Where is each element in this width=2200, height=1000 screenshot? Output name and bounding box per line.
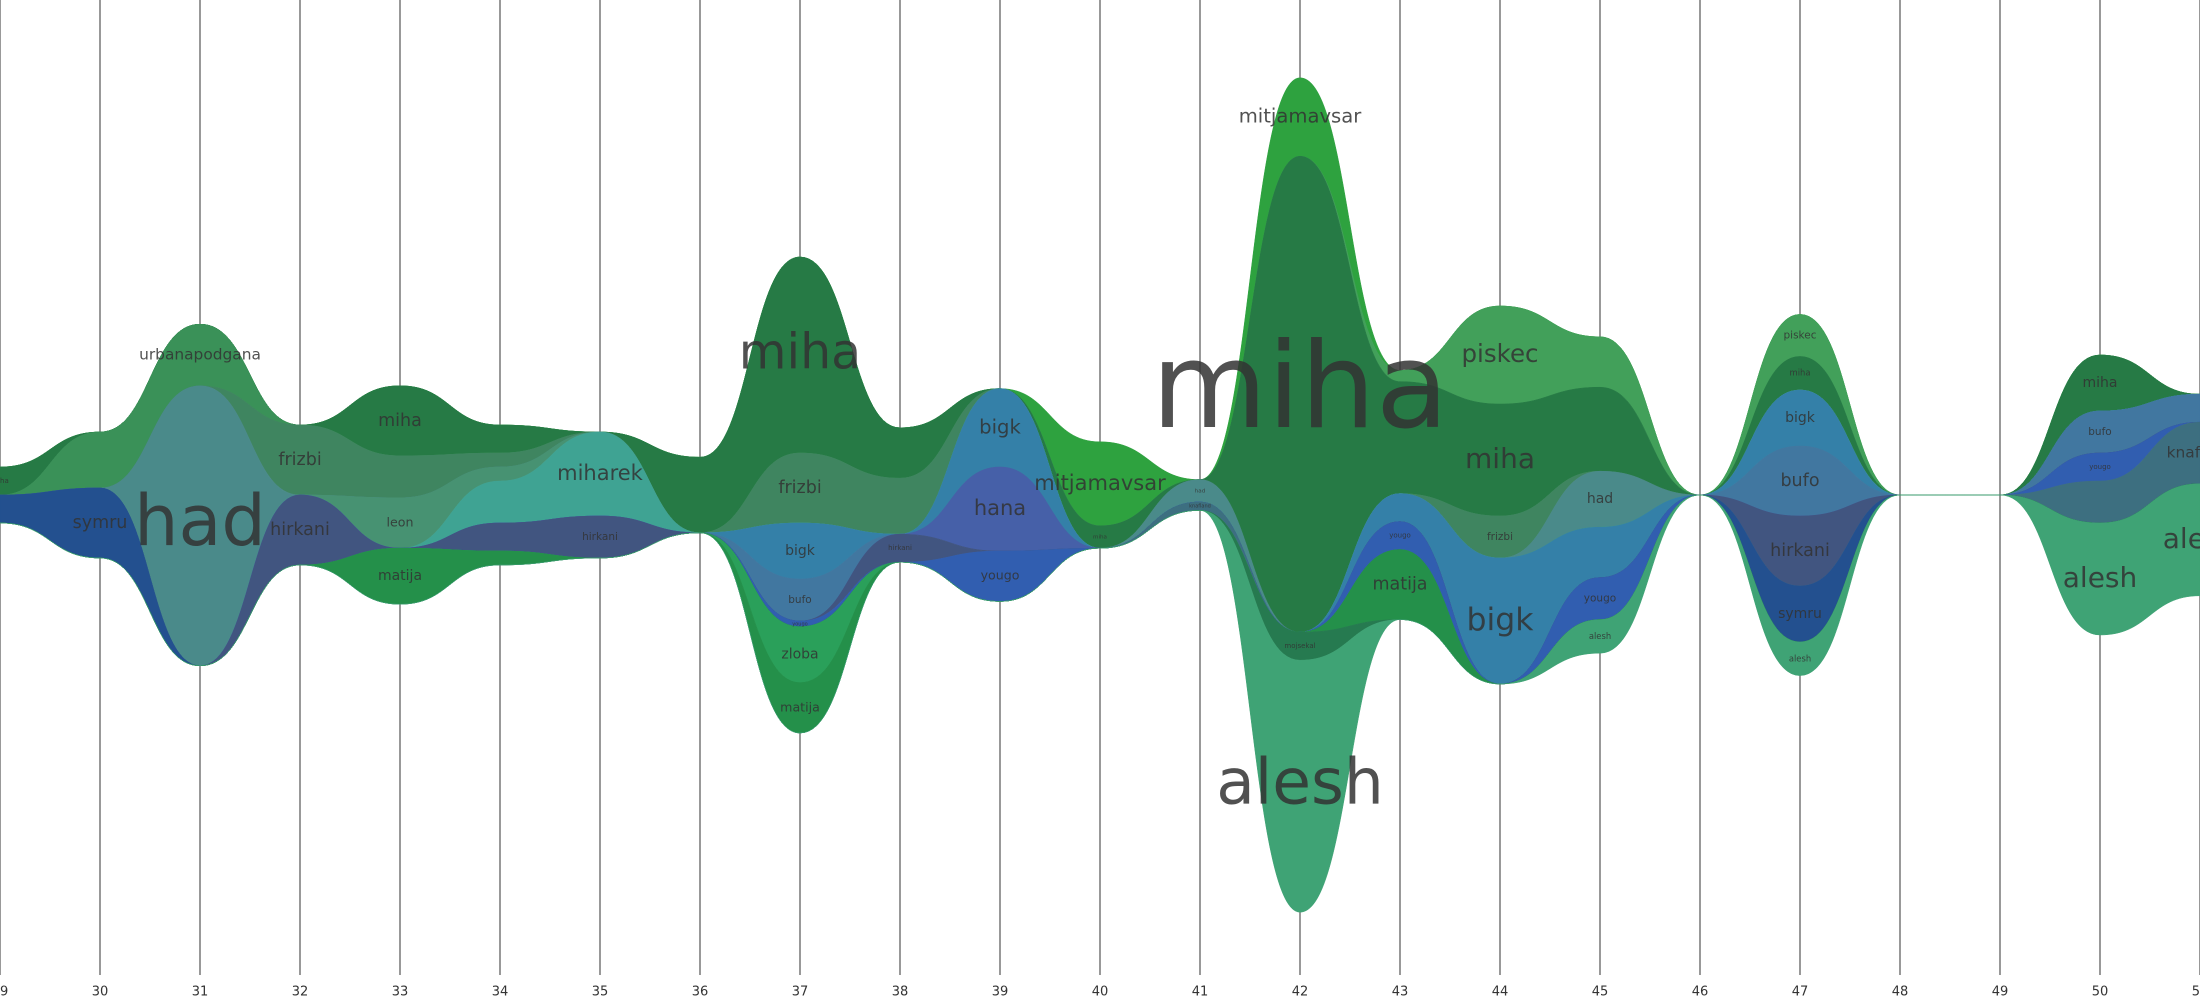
series-label: bigk <box>785 543 816 559</box>
series-label: zloba <box>781 647 818 663</box>
x-tick-label: 45 <box>1592 985 1609 1000</box>
series-label: alesh <box>1216 745 1384 818</box>
x-tick-label: 48 <box>1892 985 1909 1000</box>
series-label: matija <box>378 568 422 584</box>
series-label: mitjamavsar <box>1034 471 1166 495</box>
x-tick-label: 32 <box>292 985 309 1000</box>
x-tick-label: 51 <box>2192 985 2200 1000</box>
x-tick-label: 49 <box>1992 985 2009 1000</box>
series-label: hirkani <box>888 544 912 552</box>
series-label: alesh <box>2163 522 2200 555</box>
x-tick-label: 35 <box>592 985 609 1000</box>
series-label: alesh <box>1589 631 1611 641</box>
series-label: bufo <box>788 594 811 606</box>
series-label: had <box>1195 488 1206 494</box>
series-label: symru <box>73 513 128 533</box>
series-label: miha <box>1790 368 1811 378</box>
series-label: miha <box>739 324 861 381</box>
series-label: miha <box>378 411 422 431</box>
series-label: bigk <box>1467 602 1535 638</box>
x-tick-label: 31 <box>192 985 209 1000</box>
x-tick-label: 38 <box>892 985 909 1000</box>
series-label: frizbi <box>1487 531 1513 543</box>
series-label: knafland <box>1189 504 1211 510</box>
series-label: yougo <box>792 621 807 627</box>
series-label: hirkani <box>1770 541 1830 561</box>
x-tick-label: 36 <box>692 985 709 1000</box>
x-tick-label: 46 <box>1692 985 1709 1000</box>
series-label: had <box>134 480 266 562</box>
x-tick-label: 39 <box>992 985 1009 1000</box>
series-label: hirkani <box>270 520 330 540</box>
series-label: miha <box>2083 375 2118 391</box>
x-tick-label: 41 <box>1192 985 1209 1000</box>
series-label: urbanapodgana <box>139 346 261 364</box>
series-label: mojsekal <box>1284 642 1315 650</box>
x-tick-label: 30 <box>92 985 109 1000</box>
x-tick-label: 44 <box>1492 985 1509 1000</box>
x-tick-label: 37 <box>792 985 809 1000</box>
series-label: miha <box>1151 318 1448 456</box>
series-label: bufo <box>2088 426 2111 438</box>
series-label: yougo <box>981 568 1020 583</box>
x-tick-label: 34 <box>492 985 509 1000</box>
labels: mitjamavsarmitjamavsarpiskecpiskecmihami… <box>0 105 2200 819</box>
series-label: mitjamavsar <box>1239 105 1363 128</box>
series-label: hana <box>974 496 1026 520</box>
series-label: hirkani <box>582 531 618 543</box>
series-label: miharek <box>557 461 644 485</box>
series-label: bufo <box>1780 471 1819 491</box>
series-label: frizbi <box>778 478 821 498</box>
streams <box>0 77 2200 913</box>
series-label: yougo <box>1584 593 1616 605</box>
series-label: miha <box>0 477 9 485</box>
series-label: bigk <box>1785 410 1816 426</box>
x-tick-label: 40 <box>1092 985 1109 1000</box>
series-label: symru <box>1778 606 1822 622</box>
series-label: piskec <box>1784 329 1817 341</box>
series-label: frizbi <box>278 450 321 470</box>
series-label: matija <box>1372 575 1427 595</box>
series-label: piskec <box>1462 339 1539 368</box>
x-tick-label: 42 <box>1292 985 1309 1000</box>
series-label: leon <box>387 515 414 530</box>
series-label: bigk <box>979 415 1021 438</box>
stream <box>0 483 2200 913</box>
series-label: had <box>1587 491 1613 507</box>
x-tick-label: 50 <box>2092 985 2109 1000</box>
series-label: knafland <box>2167 444 2200 462</box>
x-tick-label: 43 <box>1392 985 1409 1000</box>
series-label: miha <box>1465 442 1535 475</box>
x-tick-label: 47 <box>1792 985 1809 1000</box>
series-label: matija <box>780 699 820 714</box>
x-tick-label: 33 <box>392 985 409 1000</box>
x-tick-label: 29 <box>0 985 8 1000</box>
series-label: yougo <box>1389 532 1411 540</box>
series-label: alesh <box>1789 653 1811 663</box>
series-label: alesh <box>2063 561 2138 594</box>
series-label: miha <box>1093 535 1107 541</box>
series-label: yougo <box>2089 463 2111 471</box>
